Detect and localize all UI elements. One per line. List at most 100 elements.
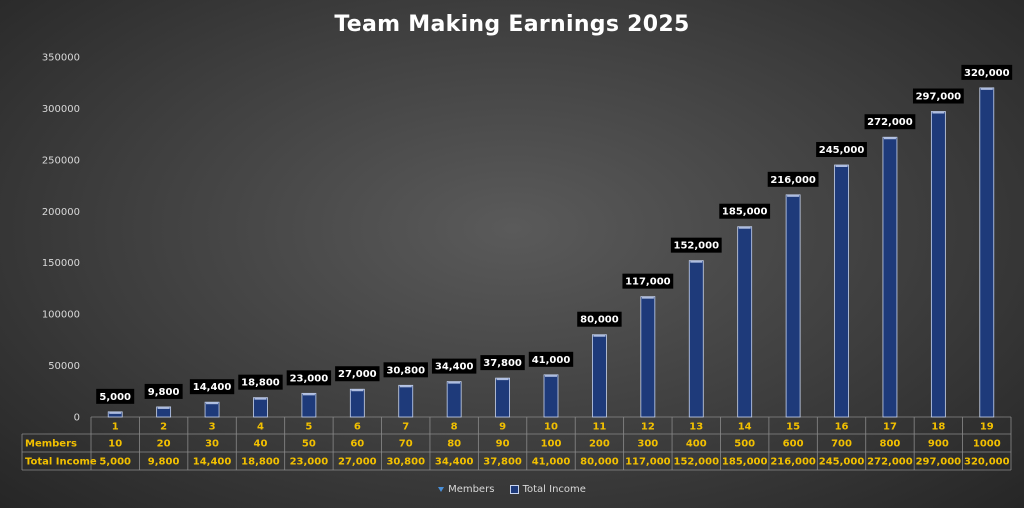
table-cell: 27,000: [338, 457, 377, 468]
legend-label-members: Members: [448, 484, 495, 495]
category-tick-label: 4: [257, 422, 264, 433]
y-tick-label: 0: [74, 413, 80, 424]
table-cell: 80,000: [580, 457, 619, 468]
bar: [398, 384, 414, 418]
bar-highlight: [109, 411, 122, 414]
category-tick-label: 11: [592, 422, 606, 433]
bar-highlight: [302, 393, 315, 396]
table-cell: 100: [541, 439, 562, 450]
data-label-box: [961, 64, 1013, 80]
table-cell: 40: [254, 439, 268, 450]
data-label-box: [383, 362, 428, 378]
table-cell: 800: [880, 439, 901, 450]
table-cell: 272,000: [867, 457, 913, 468]
category-tick-label: 5: [305, 422, 312, 433]
table-cell: 700: [831, 439, 852, 450]
data-label: 18,800: [241, 378, 280, 389]
bar-highlight: [157, 406, 170, 409]
table-cell: 320,000: [964, 457, 1010, 468]
bar-highlight: [254, 397, 267, 400]
table-row-label: Total Income: [25, 457, 97, 468]
bar: [592, 334, 607, 418]
bar: [737, 226, 753, 418]
bar: [882, 136, 898, 418]
data-label-box: [480, 355, 525, 371]
bar: [446, 381, 462, 418]
category-tick-label: 16: [835, 422, 849, 433]
data-label: 297,000: [916, 92, 962, 103]
data-label: 41,000: [532, 355, 571, 366]
data-label-box: [670, 237, 722, 253]
bar: [979, 87, 995, 418]
table-cell: 10: [108, 439, 122, 450]
table-cell: 5,000: [99, 457, 131, 468]
category-tick-label: 8: [451, 422, 458, 433]
data-label-box: [431, 358, 477, 374]
table-cell: 900: [928, 439, 949, 450]
bar-highlight: [641, 296, 654, 299]
category-tick-label: 14: [738, 422, 752, 433]
data-label-box: [238, 374, 283, 390]
category-tick-label: 18: [931, 422, 945, 433]
data-label-box: [286, 370, 332, 386]
table-cell: 245,000: [819, 457, 865, 468]
category-tick-label: 9: [499, 422, 506, 433]
bar: [204, 401, 220, 418]
data-label: 216,000: [770, 175, 816, 186]
data-label: 37,800: [483, 358, 522, 369]
table-cell: 185,000: [722, 457, 768, 468]
chart-title: Team Making Earnings 2025: [334, 12, 690, 37]
data-label: 23,000: [290, 373, 329, 384]
data-label: 152,000: [673, 241, 719, 252]
bar: [930, 111, 946, 418]
legend-item-total-income: Total Income: [509, 484, 586, 495]
table-cell: 80: [447, 439, 461, 450]
data-label: 5,000: [99, 392, 131, 403]
bar: [688, 260, 704, 418]
data-label-box: [144, 383, 183, 399]
category-tick-label: 2: [160, 422, 167, 433]
bar-highlight: [883, 137, 896, 140]
square-marker-icon: [509, 484, 519, 494]
data-label-box: [864, 114, 916, 130]
bar-highlight: [835, 165, 848, 167]
bar-highlight: [787, 194, 800, 197]
bar-highlight: [496, 378, 509, 381]
data-label: 14,400: [193, 382, 232, 393]
table-cell: 300: [637, 439, 658, 450]
data-label: 30,800: [386, 365, 425, 376]
legend-item-members: Members: [438, 484, 494, 495]
table-cell: 70: [399, 439, 413, 450]
data-label-box: [96, 388, 135, 404]
bar-highlight: [690, 260, 703, 263]
bar: [543, 374, 559, 418]
y-tick-label: 50000: [48, 361, 80, 372]
category-tick-label: 3: [209, 422, 216, 433]
data-label: 245,000: [819, 145, 865, 156]
data-label: 34,400: [435, 362, 474, 373]
data-label-box: [912, 88, 964, 104]
data-label-box: [577, 311, 622, 327]
category-tick-label: 15: [786, 422, 800, 433]
table-cell: 152,000: [673, 457, 719, 468]
bar-highlight: [206, 402, 219, 405]
y-tick-label: 300000: [42, 104, 80, 115]
table-cell: 14,400: [193, 457, 232, 468]
table-cell: 90: [496, 439, 510, 450]
bar: [834, 164, 849, 418]
data-label-box: [767, 171, 819, 187]
data-label: 27,000: [338, 369, 377, 380]
table-cell: 34,400: [435, 457, 474, 468]
bar-highlight: [980, 87, 993, 90]
table-cell: 1000: [973, 439, 1001, 450]
table-cell: 200: [589, 439, 610, 450]
table-cell: 500: [734, 439, 755, 450]
data-label-box: [816, 142, 867, 157]
bar-highlight: [932, 111, 945, 114]
table-cell: 297,000: [916, 457, 962, 468]
y-tick-label: 350000: [42, 53, 80, 64]
data-label-box: [719, 203, 771, 219]
category-tick-label: 19: [980, 422, 994, 433]
